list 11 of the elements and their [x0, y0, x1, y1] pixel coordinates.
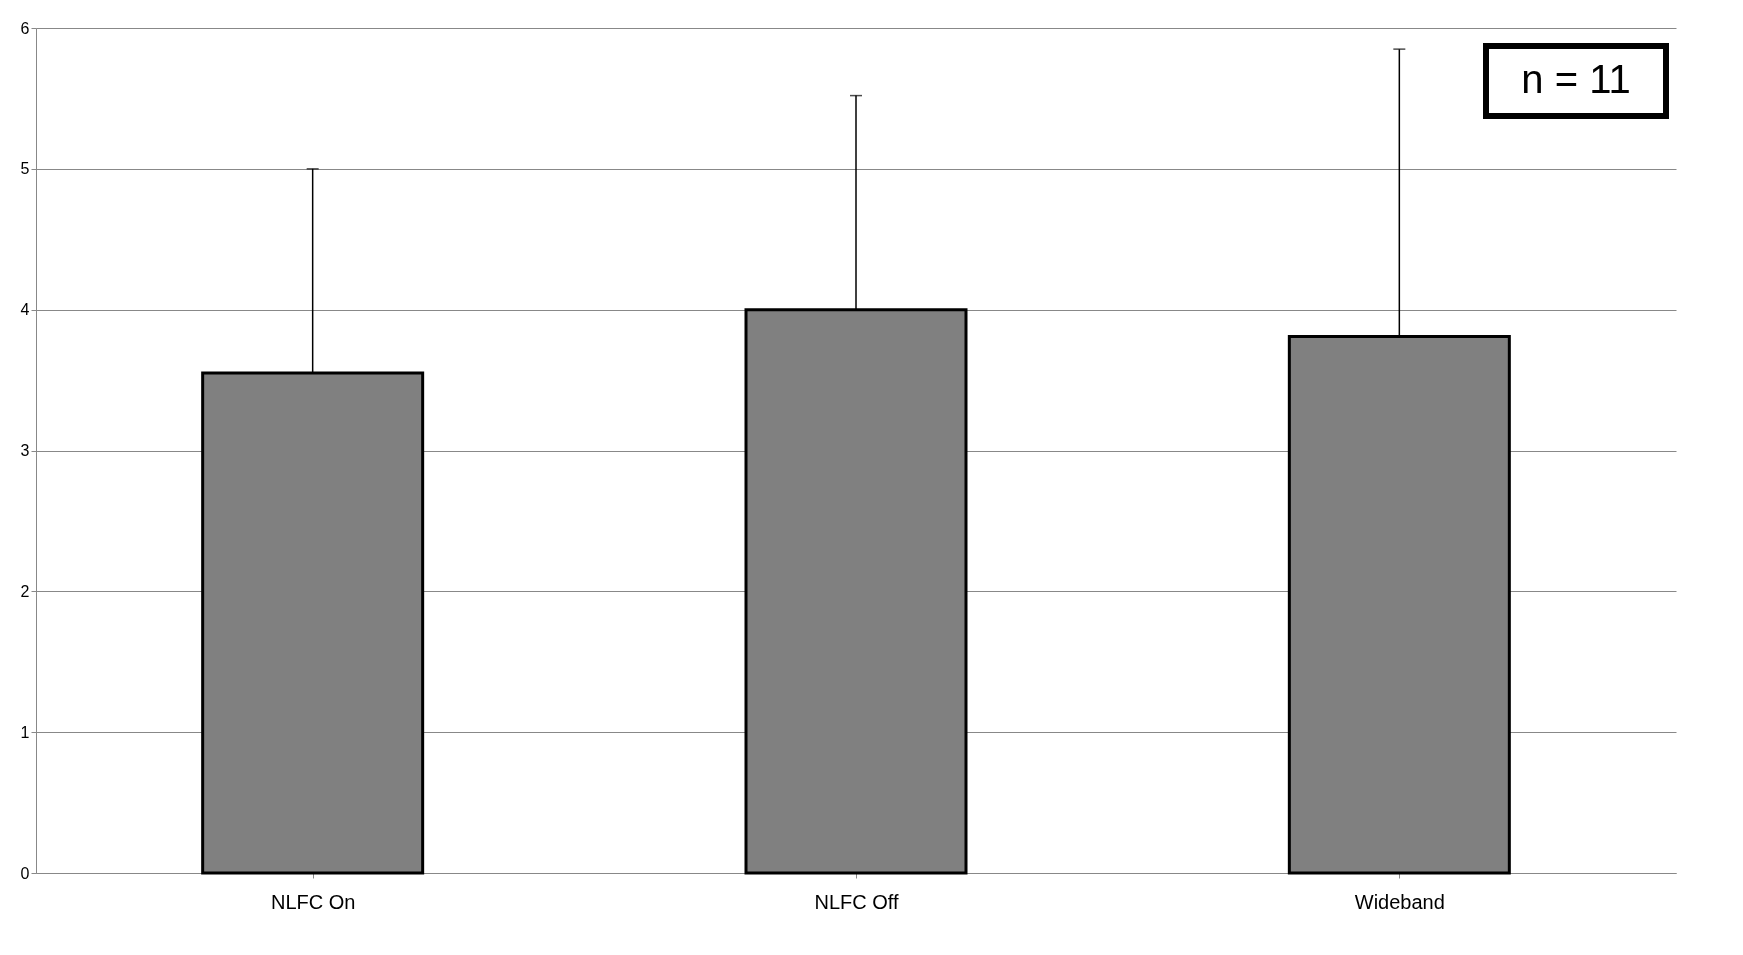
annotation: n = 11: [1521, 57, 1631, 101]
x-tick-label: Wideband: [1354, 890, 1445, 913]
y-tick-label: 6: [20, 19, 30, 37]
y-tick-label: 1: [20, 723, 30, 741]
y-tick-label: 2: [20, 582, 30, 600]
y-tick-label: 3: [20, 442, 30, 459]
y-tick-label: 4: [20, 301, 30, 319]
y-tick-label: 5: [20, 160, 30, 178]
x-tick-label: NLFC On: [270, 890, 356, 913]
y-tick-label: 0: [20, 864, 30, 882]
x-tick-label: NLFC Off: [814, 890, 899, 913]
